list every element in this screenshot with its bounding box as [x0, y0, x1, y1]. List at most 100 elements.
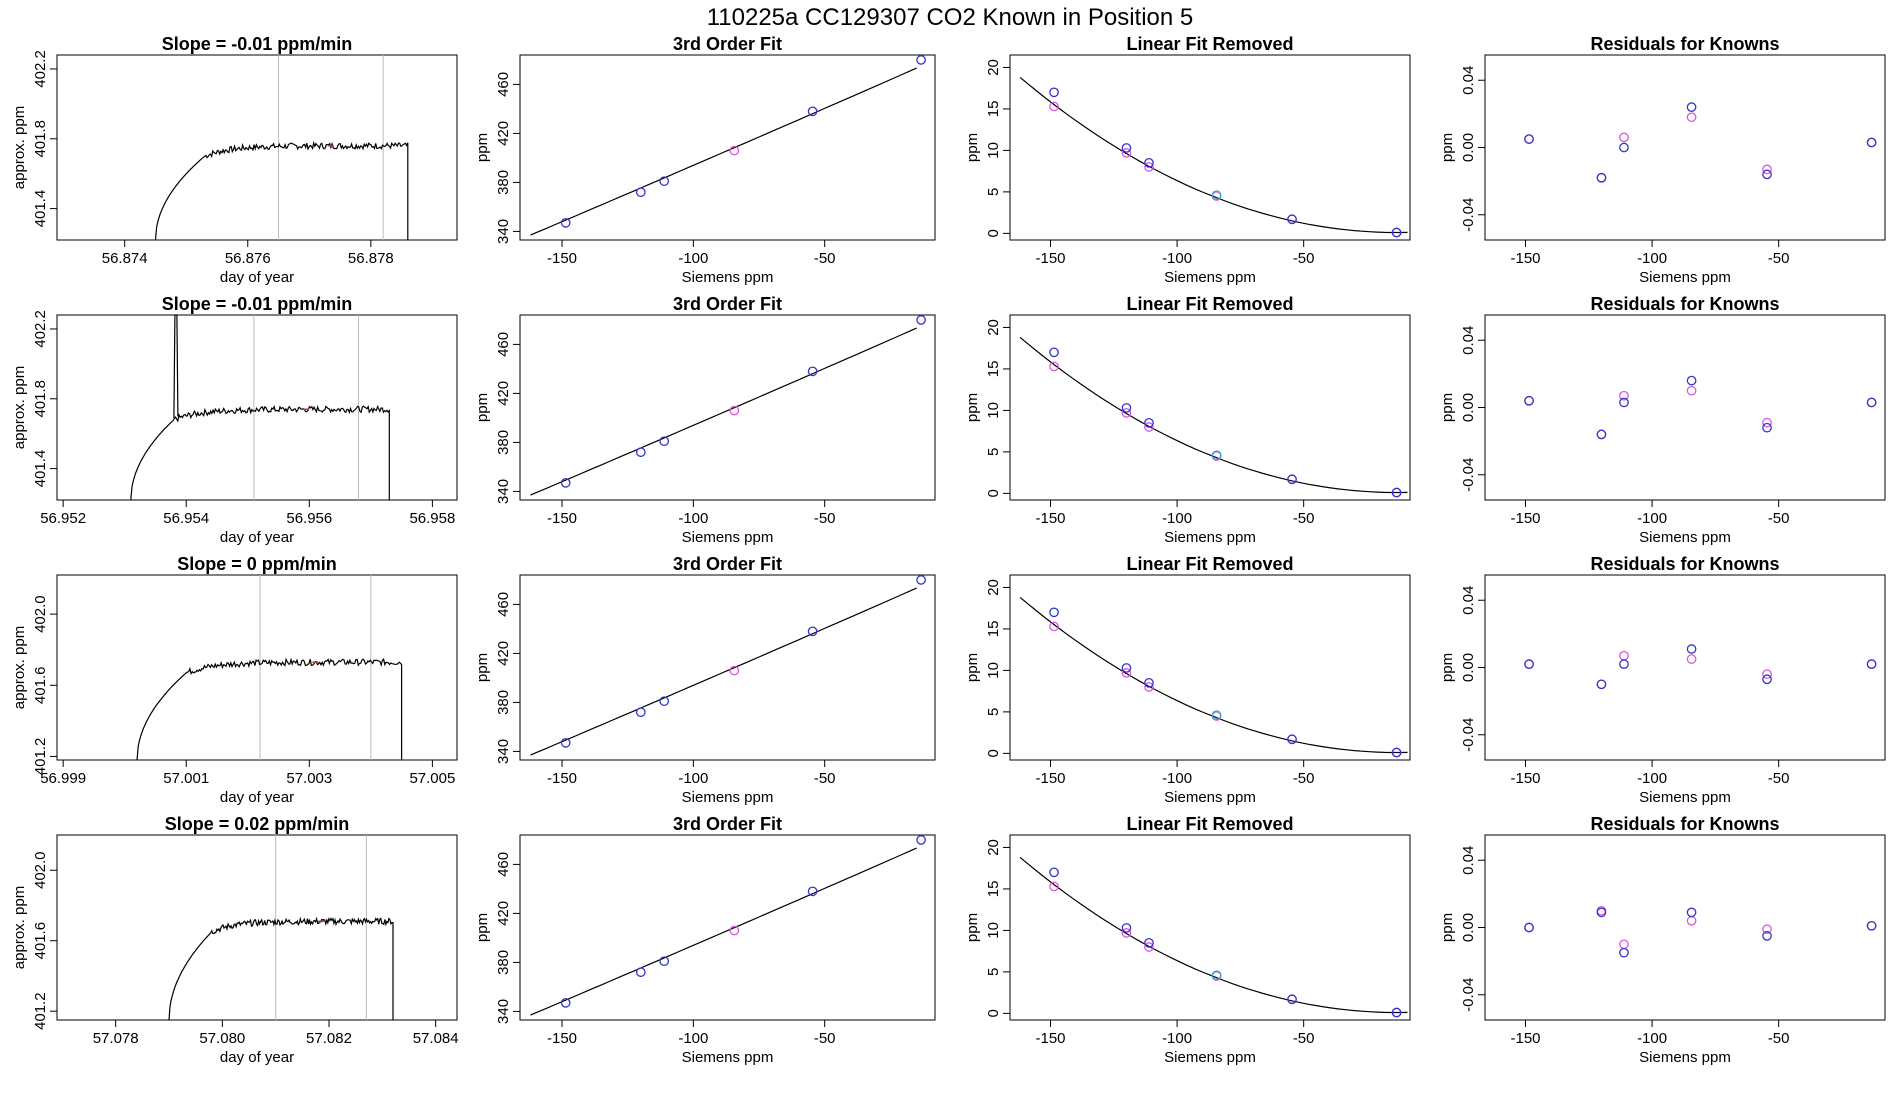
y-tick-label: 0	[985, 1009, 1002, 1017]
x-tick-label: -100	[1637, 770, 1667, 787]
y-axis-label: ppm	[964, 913, 981, 942]
y-tick-label: 0	[985, 749, 1002, 757]
linear-removed-point-blue	[1121, 923, 1132, 933]
y-tick-label: -0.04	[1460, 458, 1477, 492]
linear-removed-point-blue	[1144, 677, 1154, 688]
fit-point	[916, 835, 926, 845]
x-tick-label: 57.078	[93, 1030, 139, 1047]
residual-point-blue	[1866, 137, 1877, 148]
x-tick-label: 56.958	[409, 510, 455, 527]
x-tick-label: -100	[678, 250, 708, 267]
fit-panel-row-2: -150 -100 -50 340 380 420 460 Siemens ppm ppm 3rd…	[474, 294, 936, 546]
linear-removed-curve-line	[1019, 336, 1408, 494]
plot-frame	[1484, 314, 1886, 501]
y-tick-label: 460	[495, 332, 512, 357]
y-tick-label: 0.04	[1460, 586, 1477, 615]
linear-removed-panel-row-2: -150 -100 -50 0 5 10 15 20 Siemens ppm ppm Linear …	[964, 294, 1411, 546]
x-tick-label: -50	[814, 770, 836, 787]
y-tick-label: 10	[985, 142, 1002, 159]
residuals-panel-row-2: -150 -100 -50 -0.04 0.00 0.04 Siemens ppm ppm Re…	[1439, 294, 1886, 546]
x-tick-label: -150	[547, 510, 577, 527]
fit-point	[560, 477, 571, 488]
fit-point	[635, 707, 646, 718]
fit-point	[729, 925, 740, 936]
plot-frame	[1484, 54, 1886, 241]
linear-removed-point-blue	[1211, 450, 1222, 461]
co2-trace-line	[130, 404, 390, 501]
y-axis-label: approx. ppm	[11, 626, 28, 709]
x-tick-label: -50	[1293, 510, 1315, 527]
linear-removed-point-blue	[1391, 487, 1402, 498]
x-tick-label: -150	[547, 250, 577, 267]
fit-curve-line	[530, 847, 917, 1016]
main-title: 110225a CC129307 CO2 Known in Position 5	[707, 4, 1194, 31]
x-tick-label: -100	[1162, 1030, 1192, 1047]
x-tick-label: -100	[678, 1030, 708, 1047]
linear-removed-point-blue	[1287, 474, 1297, 485]
x-tick-label: -150	[1510, 510, 1540, 527]
plot-frame	[56, 574, 458, 761]
x-axis-label: Siemens ppm	[682, 789, 774, 806]
x-tick-label: -50	[1768, 250, 1790, 267]
fit-point	[659, 176, 670, 187]
residual-point-blue	[1619, 947, 1629, 958]
fit-title: 3rd Order Fit	[673, 294, 782, 314]
linear-removed-curve-line	[1019, 76, 1408, 234]
residual-point-blue	[1524, 395, 1534, 406]
linear-removed-point-blue	[1049, 87, 1059, 98]
residual-point-blue	[1762, 674, 1772, 685]
linear-removed-point-blue	[1049, 607, 1059, 618]
y-tick-label: 401.4	[32, 450, 49, 488]
x-tick-label: -50	[1293, 1030, 1315, 1047]
co2-trace-line	[154, 140, 409, 241]
y-axis-label: approx. ppm	[11, 366, 28, 449]
y-tick-label: 420	[495, 381, 512, 406]
residual-point-magenta	[1762, 669, 1772, 680]
y-tick-label: 10	[985, 402, 1002, 419]
y-axis-label: ppm	[474, 913, 491, 942]
y-axis-label: ppm	[964, 133, 981, 162]
linear-removed-title: Linear Fit Removed	[1126, 34, 1293, 54]
residual-point-blue	[1619, 397, 1629, 408]
fit-point	[916, 55, 926, 65]
y-axis-label: ppm	[474, 133, 491, 162]
residual-point-blue	[1686, 907, 1697, 918]
linear-removed-panel-row-1: -150 -100 -50 0 5 10 15 20 Siemens ppm ppm Linear …	[964, 34, 1411, 286]
y-tick-label: 401.2	[32, 992, 49, 1030]
x-tick-label: 57.082	[306, 1030, 352, 1047]
y-tick-label: 401.4	[32, 190, 49, 228]
y-tick-label: 380	[495, 430, 512, 455]
residuals-title: Residuals for Knowns	[1590, 34, 1779, 54]
x-tick-label: -150	[1510, 250, 1540, 267]
slope-title: Slope = 0 ppm/min	[177, 554, 337, 574]
fit-point	[635, 967, 646, 978]
residual-point-magenta	[1686, 915, 1697, 926]
y-tick-label: 5	[985, 968, 1002, 976]
x-axis-label: Siemens ppm	[682, 1049, 774, 1066]
x-tick-label: -150	[1035, 250, 1065, 267]
x-axis-label: Siemens ppm	[1164, 529, 1256, 546]
linear-removed-point-blue	[1049, 867, 1059, 878]
x-axis-label: Siemens ppm	[1164, 269, 1256, 286]
residual-point-blue	[1596, 679, 1607, 690]
y-axis-label: ppm	[1439, 653, 1456, 682]
y-tick-label: 340	[495, 999, 512, 1024]
y-tick-label: 420	[495, 641, 512, 666]
plot-frame	[519, 834, 936, 1021]
fit-point	[635, 447, 646, 458]
y-tick-label: 402.0	[32, 595, 49, 633]
residual-point-blue	[1524, 922, 1534, 933]
y-axis-label: ppm	[1439, 913, 1456, 942]
residual-point-blue	[1686, 102, 1697, 112]
x-tick-label: 56.952	[40, 510, 86, 527]
fit-curve-line	[530, 67, 917, 236]
x-tick-label: 56.876	[225, 250, 271, 267]
x-tick-label: 57.003	[286, 770, 332, 787]
x-tick-label: -100	[1162, 250, 1192, 267]
y-tick-label: 420	[495, 121, 512, 146]
linear-removed-point-blue	[1211, 710, 1222, 721]
linear-removed-title: Linear Fit Removed	[1126, 554, 1293, 574]
y-axis-label: approx. ppm	[11, 886, 28, 969]
y-tick-label: 0.04	[1460, 326, 1477, 355]
plot-frame	[519, 54, 936, 241]
